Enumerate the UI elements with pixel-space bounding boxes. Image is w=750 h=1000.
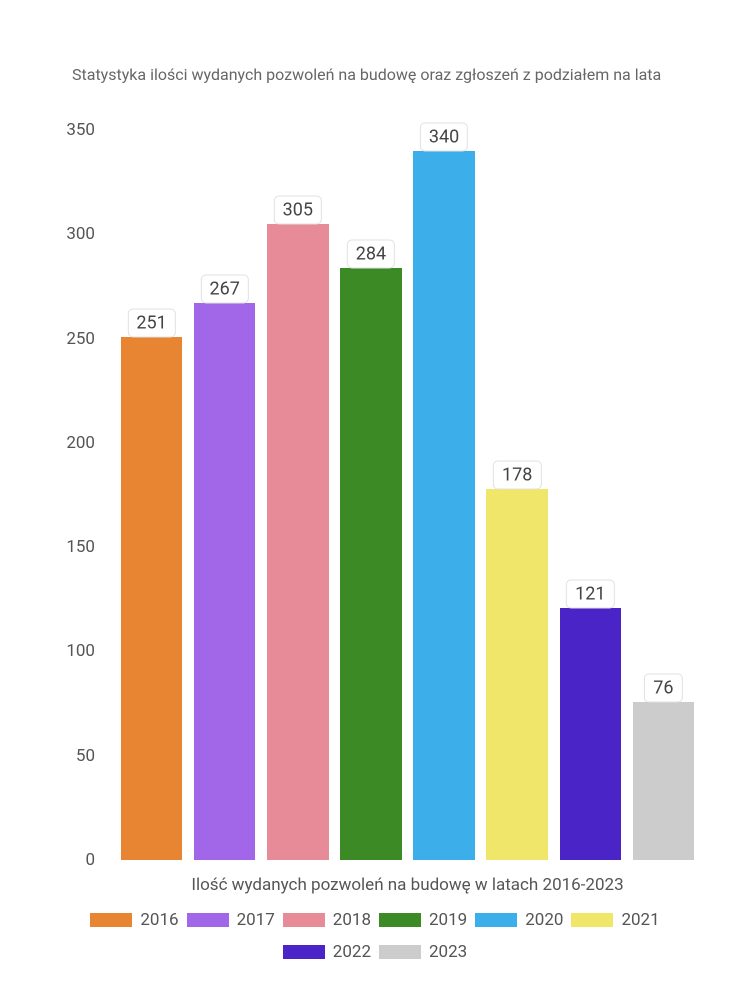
bar: 121	[560, 608, 621, 860]
y-tick-label: 250	[66, 329, 95, 349]
x-axis-label: Ilość wydanych pozwoleń na budowę w lata…	[191, 875, 623, 895]
chart-title: Statystyka ilości wydanych pozwoleń na b…	[72, 65, 661, 84]
bar-value-label: 76	[644, 673, 682, 702]
legend-label: 2021	[621, 910, 659, 930]
legend-item: 2019	[379, 910, 467, 930]
legend-item: 2022	[283, 942, 371, 962]
legend-swatch	[283, 945, 325, 959]
bar: 305	[267, 224, 328, 860]
bar: 178	[486, 489, 547, 860]
bar-value-label: 305	[274, 195, 322, 224]
y-tick-label: 300	[66, 224, 95, 244]
bar: 251	[121, 337, 182, 861]
y-tick-label: 100	[66, 641, 95, 661]
bar-value-label: 251	[127, 308, 175, 337]
legend-row: 2016 2017 2018 2019 2020 2021	[0, 910, 750, 930]
legend-label: 2018	[333, 910, 371, 930]
bar-value-label: 340	[420, 122, 468, 151]
legend-swatch	[187, 913, 229, 927]
bar-value-label: 284	[347, 239, 395, 268]
legend-label: 2017	[237, 910, 275, 930]
legend: 2016 2017 2018 2019 2020 2021 2022 2023	[0, 910, 750, 962]
bar: 267	[194, 303, 255, 860]
legend-label: 2023	[429, 942, 467, 962]
legend-label: 2020	[525, 910, 563, 930]
legend-swatch	[90, 913, 132, 927]
legend-item: 2023	[379, 942, 467, 962]
y-tick-label: 50	[76, 746, 95, 766]
bar-value-label: 267	[200, 275, 248, 304]
y-tick-label: 0	[85, 850, 95, 870]
y-tick-label: 150	[66, 537, 95, 557]
legend-swatch	[475, 913, 517, 927]
legend-item: 2018	[283, 910, 371, 930]
plot-area: 0501001502002503003502512673052843401781…	[115, 130, 700, 860]
legend-label: 2016	[140, 910, 178, 930]
legend-item: 2021	[571, 910, 659, 930]
legend-item: 2017	[187, 910, 275, 930]
legend-swatch	[379, 945, 421, 959]
legend-item: 2016	[90, 910, 178, 930]
bar: 76	[633, 702, 694, 861]
legend-swatch	[379, 913, 421, 927]
bar: 284	[340, 268, 401, 860]
legend-swatch	[571, 913, 613, 927]
y-tick-label: 200	[66, 433, 95, 453]
legend-label: 2019	[429, 910, 467, 930]
bar-value-label: 178	[493, 460, 541, 489]
legend-row: 2022 2023	[0, 942, 750, 962]
bar-value-label: 121	[566, 579, 614, 608]
legend-label: 2022	[333, 942, 371, 962]
y-tick-label: 350	[66, 120, 95, 140]
legend-swatch	[283, 913, 325, 927]
bar: 340	[413, 151, 474, 860]
legend-item: 2020	[475, 910, 563, 930]
